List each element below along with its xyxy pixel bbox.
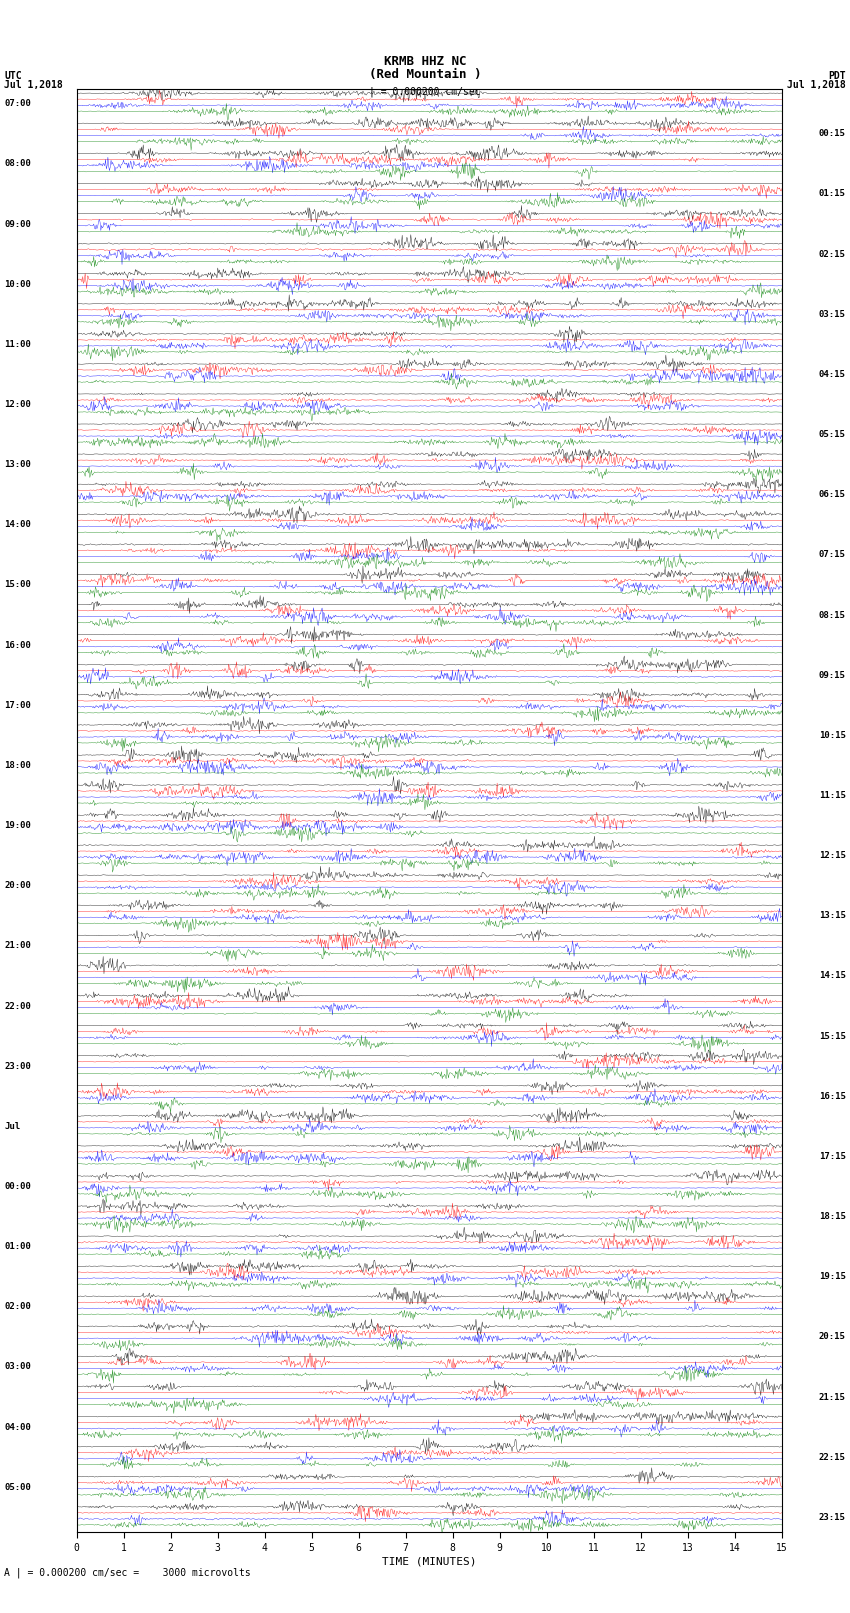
Text: 20:15: 20:15 [819, 1332, 846, 1342]
Text: (Red Mountain ): (Red Mountain ) [369, 68, 481, 81]
X-axis label: TIME (MINUTES): TIME (MINUTES) [382, 1557, 477, 1566]
Text: 02:15: 02:15 [819, 250, 846, 258]
Text: 23:15: 23:15 [819, 1513, 846, 1521]
Text: 21:00: 21:00 [4, 942, 31, 950]
Text: KRMB HHZ NC: KRMB HHZ NC [383, 55, 467, 68]
Text: Jul 1,2018: Jul 1,2018 [4, 81, 63, 90]
Text: 15:15: 15:15 [819, 1032, 846, 1040]
Text: 19:15: 19:15 [819, 1273, 846, 1281]
Text: 08:15: 08:15 [819, 611, 846, 619]
Text: 00:00: 00:00 [4, 1182, 31, 1190]
Text: 01:15: 01:15 [819, 189, 846, 198]
Text: 21:15: 21:15 [819, 1392, 846, 1402]
Text: A | = 0.000200 cm/sec =    3000 microvolts: A | = 0.000200 cm/sec = 3000 microvolts [4, 1566, 251, 1578]
Text: 16:15: 16:15 [819, 1092, 846, 1100]
Text: 22:00: 22:00 [4, 1002, 31, 1010]
Text: 14:15: 14:15 [819, 971, 846, 981]
Text: 09:00: 09:00 [4, 219, 31, 229]
Text: 12:15: 12:15 [819, 852, 846, 860]
Text: 20:00: 20:00 [4, 881, 31, 890]
Text: 18:15: 18:15 [819, 1211, 846, 1221]
Text: 16:00: 16:00 [4, 640, 31, 650]
Text: | = 0.000200 cm/sec: | = 0.000200 cm/sec [369, 85, 481, 97]
Text: 23:00: 23:00 [4, 1061, 31, 1071]
Text: 13:15: 13:15 [819, 911, 846, 921]
Text: 19:00: 19:00 [4, 821, 31, 831]
Text: 07:00: 07:00 [4, 100, 31, 108]
Text: 17:00: 17:00 [4, 700, 31, 710]
Text: 22:15: 22:15 [819, 1453, 846, 1461]
Text: 05:00: 05:00 [4, 1482, 31, 1492]
Text: 18:00: 18:00 [4, 761, 31, 769]
Text: 06:15: 06:15 [819, 490, 846, 500]
Text: 03:00: 03:00 [4, 1363, 31, 1371]
Text: 10:00: 10:00 [4, 279, 31, 289]
Text: 02:00: 02:00 [4, 1302, 31, 1311]
Text: 03:15: 03:15 [819, 310, 846, 319]
Text: 11:00: 11:00 [4, 340, 31, 348]
Text: 11:15: 11:15 [819, 790, 846, 800]
Text: 13:00: 13:00 [4, 460, 31, 469]
Text: 08:00: 08:00 [4, 160, 31, 168]
Text: 14:00: 14:00 [4, 521, 31, 529]
Text: 15:00: 15:00 [4, 581, 31, 589]
Text: 17:15: 17:15 [819, 1152, 846, 1161]
Text: 04:00: 04:00 [4, 1423, 31, 1432]
Text: 07:15: 07:15 [819, 550, 846, 560]
Text: 04:15: 04:15 [819, 369, 846, 379]
Text: Jul 1,2018: Jul 1,2018 [787, 81, 846, 90]
Text: 05:15: 05:15 [819, 431, 846, 439]
Text: Jul: Jul [4, 1121, 20, 1131]
Text: 12:00: 12:00 [4, 400, 31, 410]
Text: UTC: UTC [4, 71, 22, 81]
Text: PDT: PDT [828, 71, 846, 81]
Text: 09:15: 09:15 [819, 671, 846, 679]
Text: 01:00: 01:00 [4, 1242, 31, 1252]
Text: 10:15: 10:15 [819, 731, 846, 740]
Text: 00:15: 00:15 [819, 129, 846, 139]
